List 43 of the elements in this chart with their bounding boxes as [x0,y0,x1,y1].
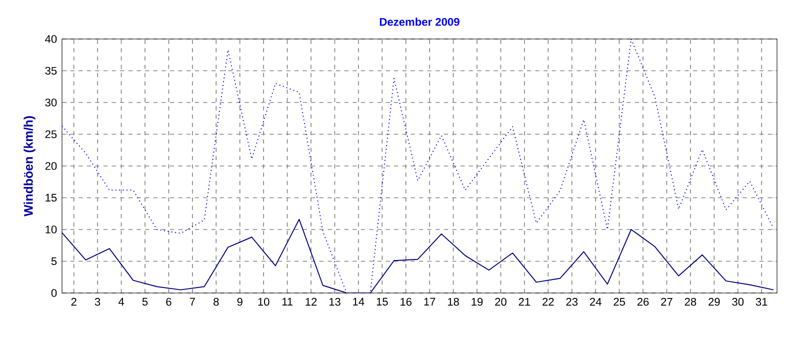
x-tick-label: 19 [472,298,483,306]
x-tick-label: 5 [142,298,148,306]
x-tick-label: 28 [684,298,696,306]
x-tick-label: 6 [166,298,172,306]
x-tick-label: 31 [756,298,768,306]
x-tick-label: 21 [518,298,530,306]
y-axis-title: Windböen (km/h) [24,116,36,216]
y-tick-label: 30 [45,98,57,106]
x-tick-label: 18 [448,298,459,306]
x-tick-label: 15 [376,298,388,306]
chart-title: Dezember 2009 [380,18,460,26]
y-tick-label: 0 [51,289,57,297]
line-series [62,218,774,293]
x-tick-label: 9 [237,298,242,306]
x-tick-label: 20 [495,298,506,306]
line-series [62,39,774,293]
y-tick-label: 20 [45,162,57,170]
x-tick-label: 2 [71,298,76,306]
y-tick-label: 5 [51,257,57,266]
x-tick-label: 26 [637,298,649,306]
x-tick-label: 3 [94,298,100,306]
y-tick-label: 40 [45,35,57,43]
y-tick-label: 15 [46,194,57,202]
x-tick-label: 24 [590,298,602,306]
x-tick-label: 16 [400,298,412,306]
x-tick-label: 4 [118,298,124,306]
y-tick-label: 35 [45,66,57,75]
y-tick-label: 25 [45,130,57,138]
x-tick-label: 7 [190,298,195,306]
x-tick-label: 17 [424,298,436,306]
x-tick-label: 27 [661,298,672,306]
x-tick-label: 23 [566,298,578,306]
x-tick-label: 12 [306,298,317,306]
x-tick-label: 8 [214,298,219,306]
x-tick-label: 22 [542,298,554,306]
x-tick-label: 29 [708,298,720,306]
y-tick-label: 10 [46,226,57,234]
x-tick-label: 10 [258,298,270,306]
x-tick-label: 13 [329,298,340,306]
x-tick-label: 14 [353,298,364,306]
x-tick-label: 25 [614,298,625,306]
x-tick-label: 30 [732,298,744,306]
x-tick-label: 11 [282,298,293,306]
